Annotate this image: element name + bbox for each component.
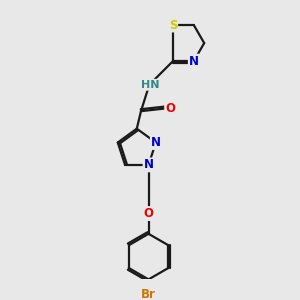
Text: N: N — [144, 158, 154, 171]
Text: HN: HN — [141, 80, 160, 90]
Text: N: N — [189, 55, 199, 68]
Text: O: O — [165, 102, 175, 115]
Text: S: S — [169, 19, 177, 32]
Text: Br: Br — [141, 288, 156, 300]
Text: N: N — [151, 136, 161, 149]
Text: O: O — [144, 207, 154, 220]
